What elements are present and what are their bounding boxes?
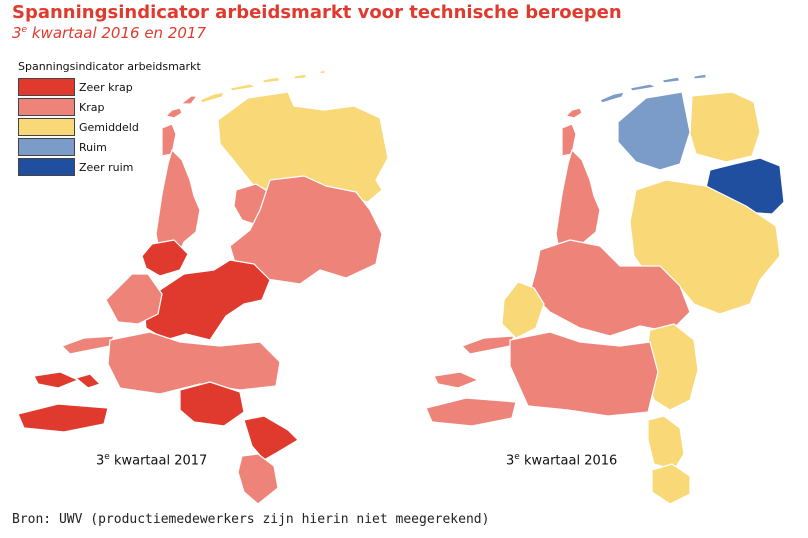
region-zuid-holland	[105, 273, 163, 325]
legend-item-krap: Krap	[18, 97, 201, 117]
region-zeeland-1	[61, 335, 115, 355]
region-wadden-2	[180, 95, 198, 105]
region-limburg-zuid	[243, 415, 299, 461]
legend-label: Ruim	[79, 140, 107, 154]
legend-label: Krap	[79, 100, 105, 114]
region-oost	[629, 179, 781, 315]
map-2016	[425, 73, 785, 505]
region-texel	[161, 123, 177, 157]
region-oost	[229, 175, 383, 285]
region-limburg-zuid	[651, 463, 691, 505]
legend-swatch	[18, 118, 75, 136]
map-label-2017: 3e kwartaal 2017	[96, 452, 208, 469]
legend-label: Zeer krap	[79, 80, 133, 94]
region-centraal	[143, 259, 271, 341]
region-wadden-3	[599, 91, 625, 104]
source-note: Bron: UWV (productiemedewerkers zijn hie…	[12, 512, 490, 527]
legend-swatch	[18, 98, 75, 116]
map-2017	[17, 69, 389, 505]
region-zeeland-4	[17, 403, 109, 433]
region-groningen	[689, 91, 761, 163]
region-limburg-noord	[647, 415, 685, 471]
region-limburg-noord	[237, 453, 279, 505]
map-label-2016: 3e kwartaal 2016	[506, 452, 618, 469]
region-wadden-6	[293, 73, 307, 80]
region-eindhoven	[179, 381, 245, 427]
chart-title: Spanningsindicator arbeidsmarkt voor tec…	[12, 2, 622, 23]
region-wadden-4	[229, 83, 257, 92]
region-noord-holland	[555, 149, 601, 265]
region-west-gemiddeld	[501, 281, 545, 339]
region-wadden-6	[693, 73, 707, 80]
legend-swatch	[18, 138, 75, 156]
region-zeeland-1	[461, 335, 515, 355]
region-zeeland-4	[425, 397, 517, 427]
legend-label: Zeer ruim	[79, 160, 134, 174]
region-zeeland-2	[433, 371, 479, 389]
region-wadden-1	[165, 107, 183, 119]
region-wadden-1	[565, 107, 583, 119]
region-wadden-5	[261, 76, 281, 84]
legend: Spanningsindicator arbeidsmarkt Zeer kra…	[18, 60, 201, 177]
legend-label: Gemiddeld	[79, 120, 139, 134]
region-noord-holland	[155, 149, 201, 265]
legend-swatch	[18, 78, 75, 96]
region-zeeland-3	[75, 373, 101, 389]
legend-title: Spanningsindicator arbeidsmarkt	[18, 60, 201, 73]
region-brabant	[509, 331, 659, 417]
region-brabant	[107, 331, 281, 395]
region-texel	[561, 123, 577, 157]
chart-subtitle: 3e kwartaal 2016 en 2017	[12, 24, 206, 42]
region-wadden-7	[315, 69, 327, 75]
legend-swatch	[18, 158, 75, 176]
region-zeeland-2	[33, 371, 79, 389]
legend-item-ruim: Ruim	[18, 137, 201, 157]
legend-item-gemiddeld: Gemiddeld	[18, 117, 201, 137]
region-wadden-5	[661, 76, 681, 84]
legend-item-zeer-ruim: Zeer ruim	[18, 157, 201, 177]
region-wadden-4	[629, 83, 657, 92]
legend-item-zeer-krap: Zeer krap	[18, 77, 201, 97]
region-amsterdam	[141, 239, 189, 277]
region-friesland	[617, 91, 691, 171]
region-wadden-3	[199, 91, 225, 104]
